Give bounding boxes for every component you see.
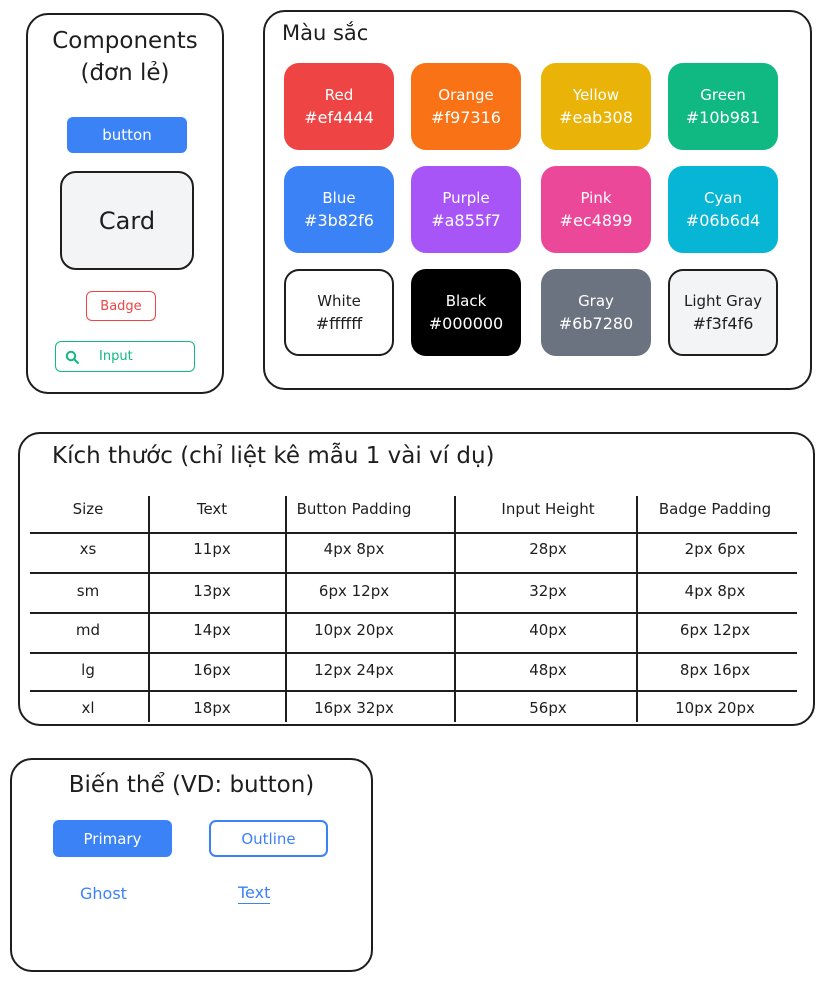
- ghost-button[interactable]: Ghost: [80, 884, 127, 903]
- table-cell: 16px 32px: [314, 699, 394, 717]
- swatch-hex: #f97316: [431, 107, 501, 127]
- swatch-name: Green: [700, 85, 746, 104]
- table-header-cell: Size: [72, 500, 104, 518]
- swatch-hex: #10b981: [685, 107, 761, 127]
- table-cell: 18px: [193, 699, 231, 717]
- color-swatch-purple: Purple #a855f7: [411, 166, 521, 253]
- components-panel: Components (đơn lẻ) button Card Badge In…: [26, 13, 224, 394]
- swatch-name: Orange: [438, 85, 494, 104]
- color-swatch-white: White #ffffff: [284, 269, 394, 356]
- table-column-divider: [148, 496, 150, 722]
- table-cell: 14px: [193, 621, 231, 639]
- primary-button[interactable]: Primary: [53, 820, 172, 857]
- swatch-hex: #06b6d4: [685, 210, 761, 230]
- swatch-name: Yellow: [572, 85, 620, 104]
- swatch-hex: #a855f7: [431, 210, 501, 230]
- table-cell: 48px: [529, 661, 567, 679]
- color-swatch-black: Black #000000: [411, 269, 521, 356]
- swatch-hex: #eab308: [559, 107, 633, 127]
- color-swatch-red: Red #ef4444: [284, 63, 394, 150]
- table-cell: 6px 12px: [318, 582, 390, 600]
- color-swatch-orange: Orange #f97316: [411, 63, 521, 150]
- outline-button[interactable]: Outline: [209, 820, 328, 857]
- table-cell: xl: [81, 699, 95, 717]
- swatch-name: Pink: [580, 188, 612, 207]
- swatch-hex: #3b82f6: [304, 210, 374, 230]
- color-swatch-blue: Blue #3b82f6: [284, 166, 394, 253]
- table-divider: [30, 690, 797, 692]
- sample-input[interactable]: Input: [55, 341, 195, 372]
- swatch-hex: #ec4899: [559, 210, 633, 230]
- swatch-name: Purple: [442, 188, 490, 207]
- table-cell: 56px: [529, 699, 567, 717]
- table-header-cell: Input Height: [501, 500, 595, 518]
- swatch-name: White: [317, 291, 361, 310]
- table-cell: 6px 12px: [679, 621, 751, 639]
- color-swatch-green: Green #10b981: [668, 63, 778, 150]
- swatch-name: Black: [445, 291, 487, 310]
- sample-badge: Badge: [86, 291, 156, 321]
- swatch-name: Red: [324, 85, 354, 104]
- table-cell: 16px: [193, 661, 231, 679]
- sample-button[interactable]: button: [67, 117, 187, 153]
- table-cell: lg: [81, 661, 95, 679]
- sample-card: Card: [60, 171, 194, 270]
- table-column-divider: [454, 496, 456, 722]
- color-swatch-pink: Pink #ec4899: [541, 166, 651, 253]
- table-cell: sm: [76, 582, 100, 600]
- table-divider: [30, 572, 797, 574]
- colors-title: Màu sắc: [282, 21, 369, 45]
- sizes-panel: Kích thước (chỉ liệt kê mẫu 1 vài ví dụ)…: [18, 432, 815, 726]
- text-button[interactable]: Text: [238, 883, 271, 904]
- swatch-hex: #6b7280: [558, 313, 634, 333]
- components-title: Components (đơn lẻ): [28, 25, 222, 89]
- table-cell: 28px: [529, 540, 567, 558]
- color-swatch-yellow: Yellow #eab308: [541, 63, 651, 150]
- table-cell: 32px: [529, 582, 567, 600]
- variants-title: Biến thể (VD: button): [68, 772, 315, 798]
- table-divider: [30, 612, 797, 614]
- components-title-line2: (đơn lẻ): [80, 60, 170, 86]
- table-cell: md: [75, 621, 101, 639]
- swatch-name: Gray: [578, 291, 614, 310]
- table-header-cell: Button Padding: [296, 500, 412, 518]
- swatch-name: Light Gray: [683, 291, 763, 310]
- color-swatch-light-gray: Light Gray #f3f4f6: [668, 269, 778, 356]
- table-cell: 10px 20px: [675, 699, 755, 717]
- table-cell: 2px 6px: [684, 540, 746, 558]
- table-cell: 11px: [193, 540, 231, 558]
- table-divider: [30, 652, 797, 654]
- table-cell: xs: [79, 540, 97, 558]
- table-cell: 13px: [193, 582, 231, 600]
- table-cell: 4px 8px: [323, 540, 385, 558]
- swatch-name: Cyan: [703, 188, 743, 207]
- swatch-hex: #000000: [428, 313, 504, 333]
- color-swatch-cyan: Cyan #06b6d4: [668, 166, 778, 253]
- table-cell: 4px 8px: [684, 582, 746, 600]
- swatch-name: Blue: [322, 188, 356, 207]
- components-title-line1: Components: [52, 28, 198, 54]
- table-cell: 12px 24px: [314, 661, 394, 679]
- table-divider: [30, 532, 797, 534]
- sizes-title: Kích thước (chỉ liệt kê mẫu 1 vài ví dụ): [52, 443, 495, 469]
- swatch-hex: #f3f4f6: [692, 313, 754, 333]
- table-column-divider: [285, 496, 287, 722]
- color-swatch-gray: Gray #6b7280: [541, 269, 651, 356]
- input-placeholder: Input: [99, 349, 133, 364]
- swatch-hex: #ffffff: [315, 313, 363, 333]
- table-column-divider: [636, 496, 638, 722]
- table-cell: 40px: [529, 621, 567, 639]
- search-icon: [65, 350, 79, 364]
- colors-panel: Màu sắc Red #ef4444 Orange #f97316 Yellow #ea…: [263, 10, 812, 390]
- variants-panel: Biến thể (VD: button) Primary Outline Gh…: [10, 758, 373, 972]
- swatch-hex: #ef4444: [304, 107, 374, 127]
- table-header-cell: Badge Padding: [658, 500, 772, 518]
- table-cell: 8px 16px: [679, 661, 751, 679]
- table-cell: 10px 20px: [314, 621, 394, 639]
- table-header-cell: Text: [196, 500, 228, 518]
